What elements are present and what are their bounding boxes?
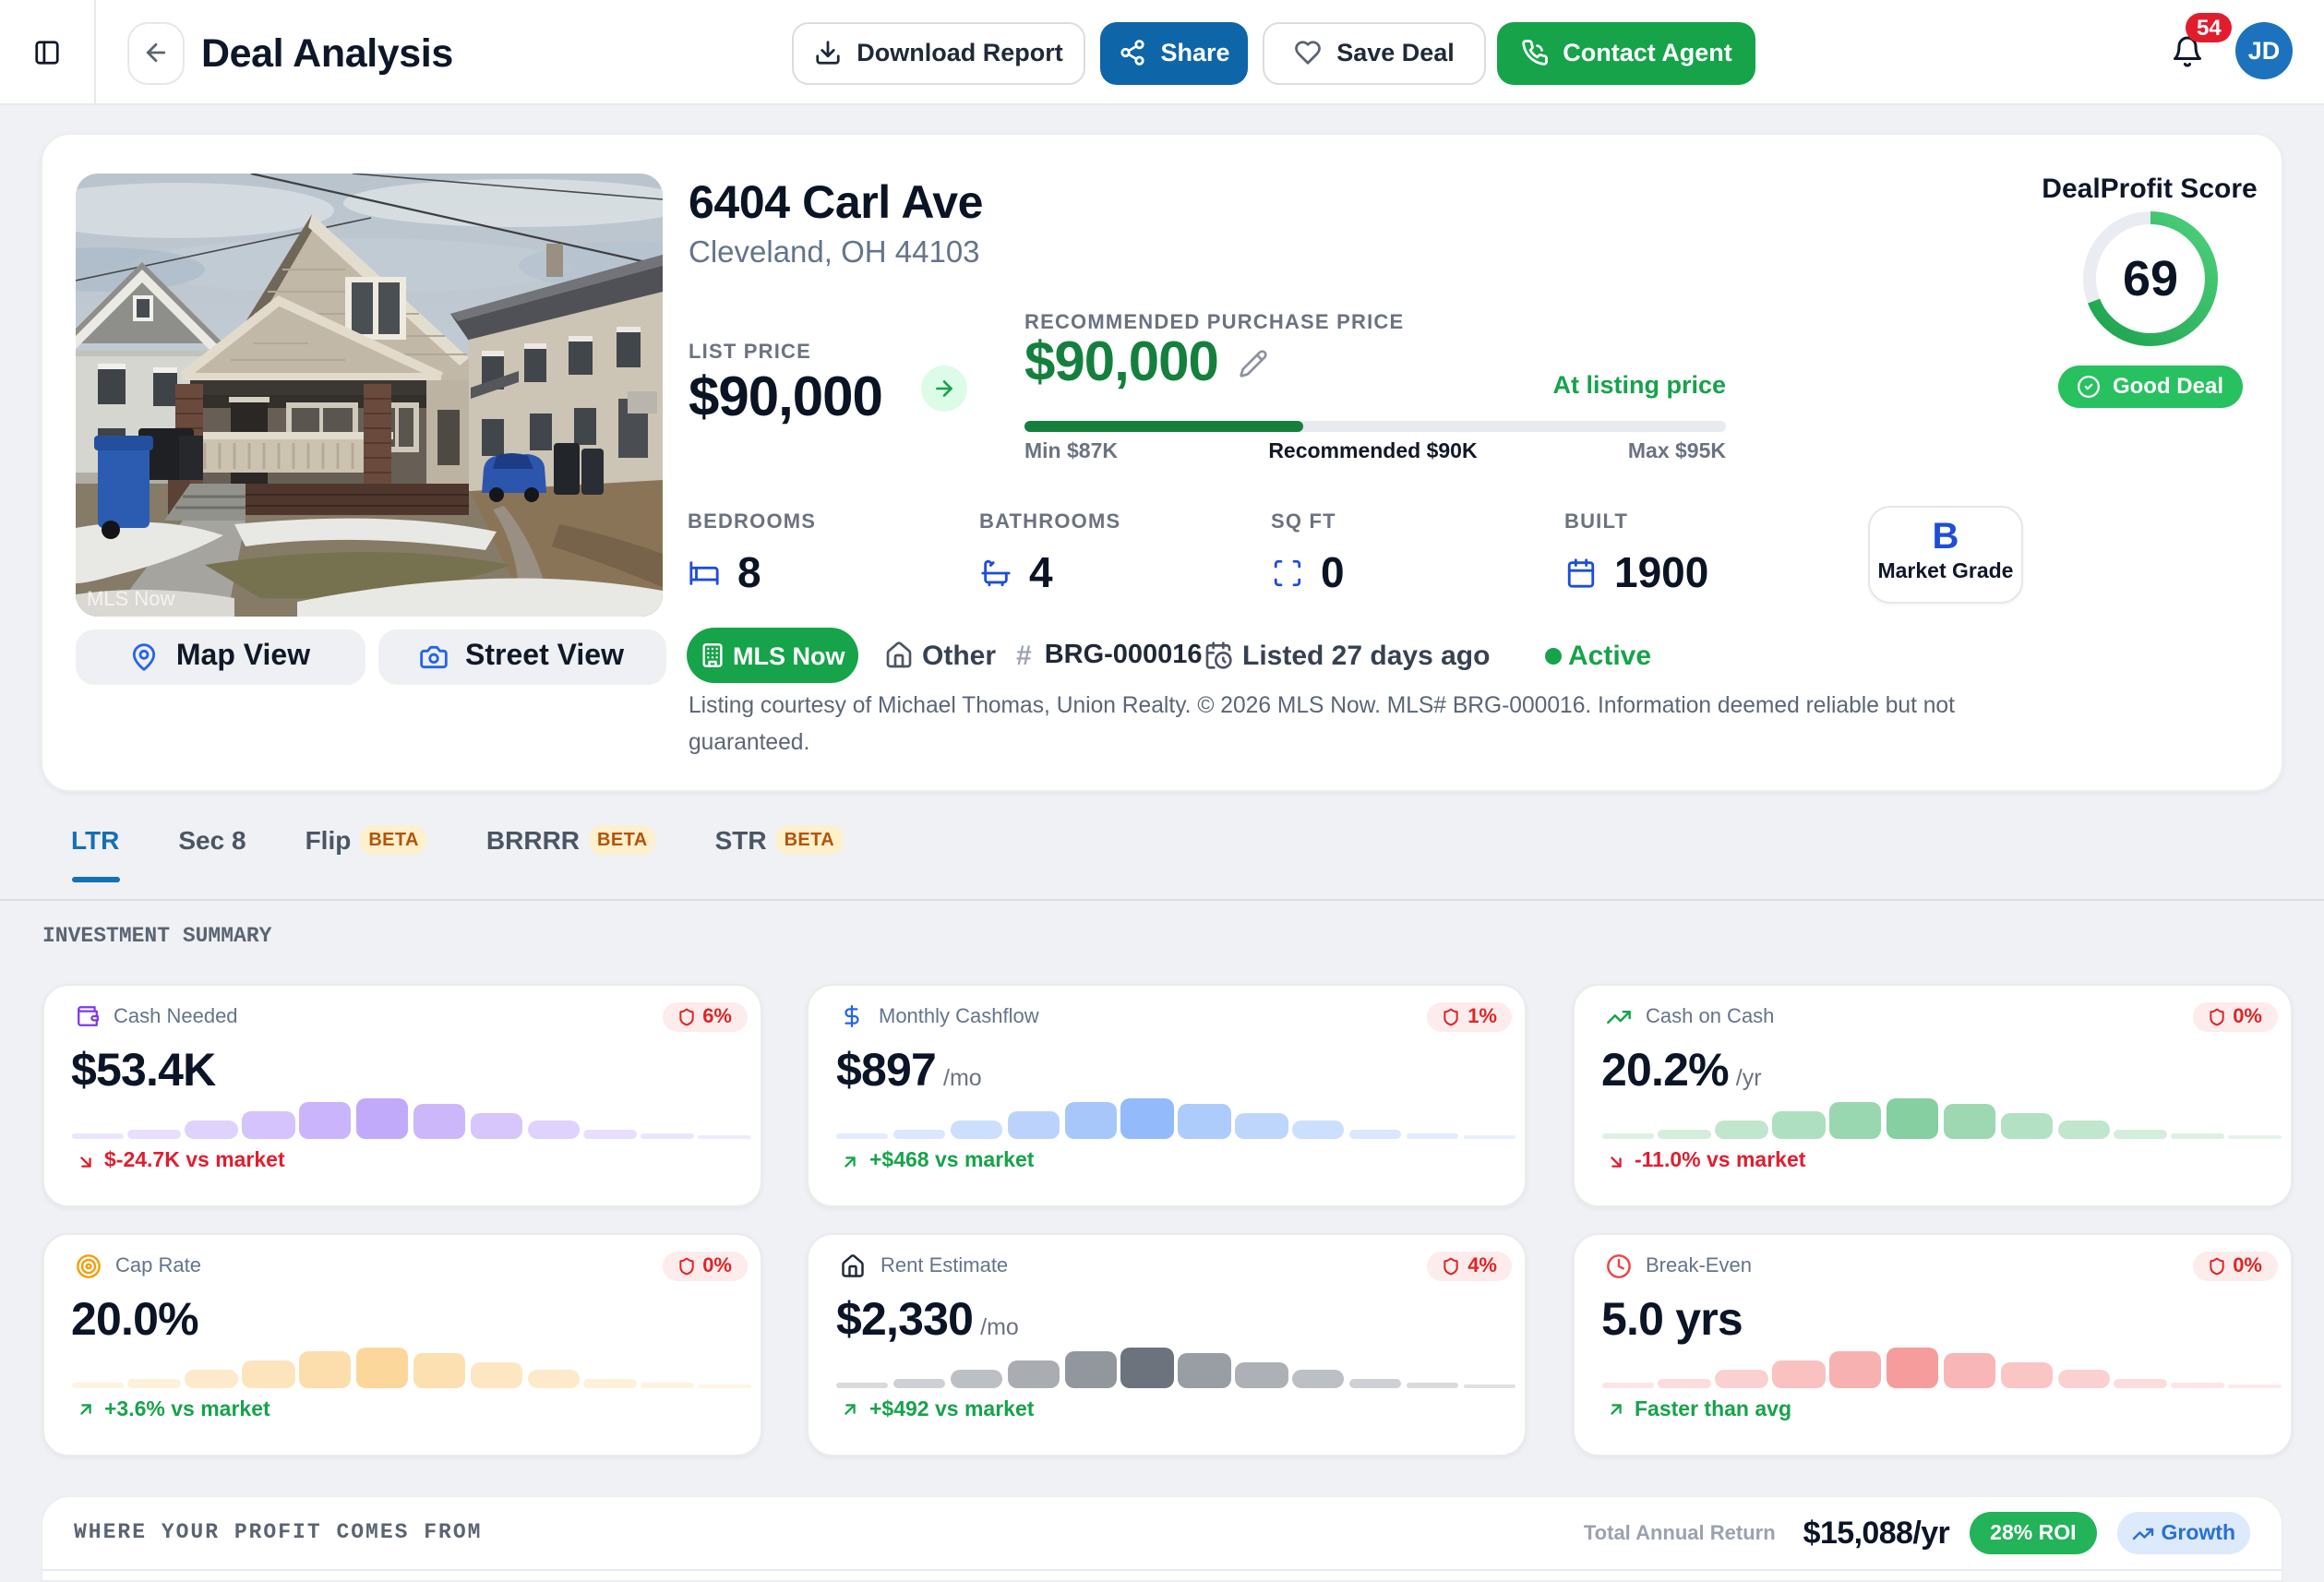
- svg-text:MLS Now: MLS Now: [87, 586, 174, 609]
